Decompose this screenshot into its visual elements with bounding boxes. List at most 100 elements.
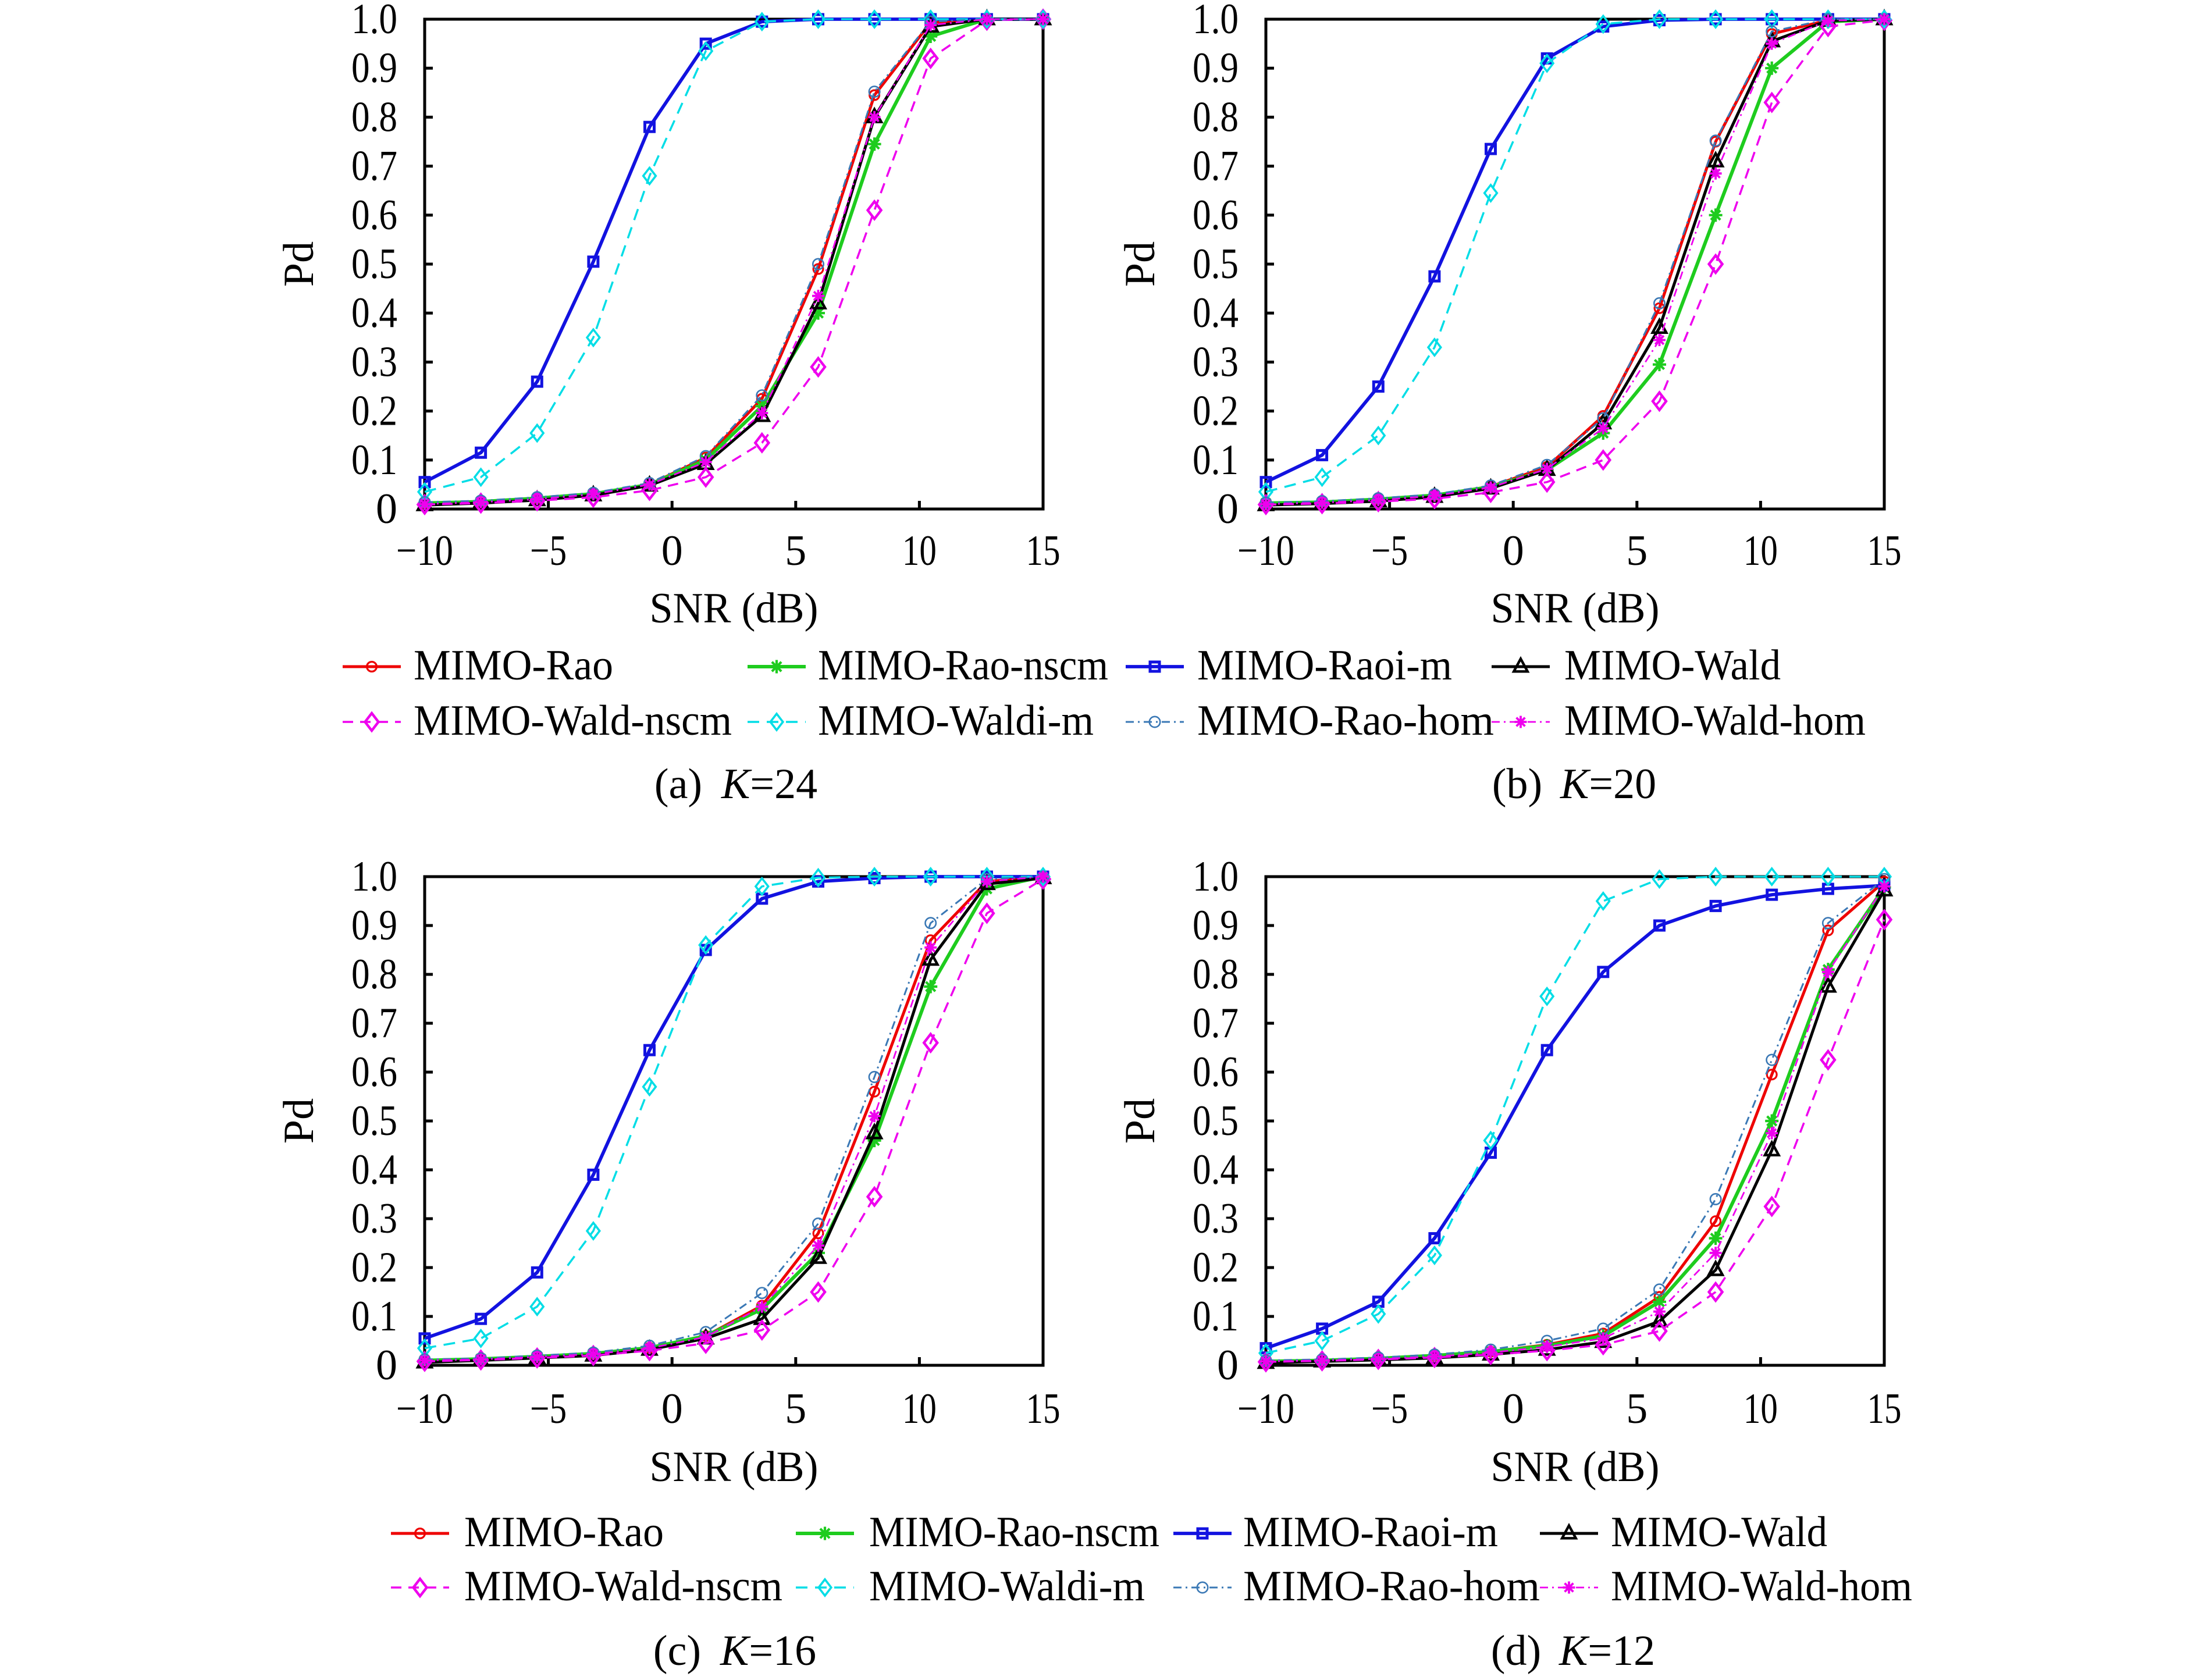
svg-text:0.7: 0.7 <box>1193 143 1239 190</box>
svg-text:0.2: 0.2 <box>351 1244 397 1291</box>
svg-text:0.8: 0.8 <box>1193 93 1239 141</box>
svg-text:5: 5 <box>1626 1385 1648 1433</box>
svg-text:5: 5 <box>785 527 806 575</box>
svg-text:0.6: 0.6 <box>1193 1048 1239 1096</box>
svg-text:15: 15 <box>1026 527 1061 575</box>
svg-text:(b): (b) <box>1492 760 1542 808</box>
svg-text:MIMO-Wald-hom: MIMO-Wald-hom <box>1564 697 1866 745</box>
svg-text:0.3: 0.3 <box>1193 1195 1239 1243</box>
svg-text:0.4: 0.4 <box>351 289 397 337</box>
svg-text:MIMO-Rao-hom: MIMO-Rao-hom <box>1243 1562 1540 1610</box>
svg-text:1.0: 1.0 <box>1193 0 1239 43</box>
svg-text:0.9: 0.9 <box>1193 902 1239 949</box>
svg-text:MIMO-Wald-nscm: MIMO-Wald-nscm <box>464 1562 782 1610</box>
svg-text:Pd: Pd <box>275 1098 323 1144</box>
svg-text:MIMO-Waldi-m: MIMO-Waldi-m <box>869 1562 1145 1610</box>
svg-text:−5: −5 <box>1371 527 1408 575</box>
svg-text:0.8: 0.8 <box>351 93 397 141</box>
svg-text:0.2: 0.2 <box>351 387 397 435</box>
svg-text:SNR (dB): SNR (dB) <box>650 585 819 632</box>
svg-text:1.0: 1.0 <box>1193 853 1239 900</box>
svg-text:0.2: 0.2 <box>1193 387 1239 435</box>
svg-text:K=16: K=16 <box>720 1627 816 1675</box>
svg-text:0.1: 0.1 <box>1193 436 1239 484</box>
svg-text:MIMO-Raoi-m: MIMO-Raoi-m <box>1197 642 1452 689</box>
svg-text:MIMO-Waldi-m: MIMO-Waldi-m <box>818 697 1094 745</box>
svg-text:−10: −10 <box>396 527 453 575</box>
svg-text:0.9: 0.9 <box>351 902 397 949</box>
svg-text:0.6: 0.6 <box>351 191 397 239</box>
svg-text:15: 15 <box>1867 1385 1902 1433</box>
svg-text:MIMO-Rao: MIMO-Rao <box>464 1508 664 1556</box>
svg-text:MIMO-Rao-nscm: MIMO-Rao-nscm <box>818 642 1108 689</box>
svg-text:0.4: 0.4 <box>1193 289 1239 337</box>
svg-text:MIMO-Raoi-m: MIMO-Raoi-m <box>1243 1508 1498 1556</box>
svg-text:0: 0 <box>376 1341 397 1389</box>
svg-text:(c): (c) <box>653 1627 701 1675</box>
svg-text:−10: −10 <box>396 1385 453 1433</box>
svg-text:Pd: Pd <box>275 241 323 287</box>
svg-text:MIMO-Rao: MIMO-Rao <box>414 642 613 689</box>
svg-text:0.1: 0.1 <box>351 436 397 484</box>
svg-text:0.6: 0.6 <box>1193 191 1239 239</box>
svg-text:−10: −10 <box>1237 527 1294 575</box>
svg-text:0.1: 0.1 <box>1193 1293 1239 1340</box>
svg-text:Pd: Pd <box>1116 1098 1164 1144</box>
svg-text:15: 15 <box>1867 527 1902 575</box>
svg-text:(a): (a) <box>654 760 702 808</box>
svg-text:0.3: 0.3 <box>351 1195 397 1243</box>
svg-text:0.4: 0.4 <box>351 1146 397 1194</box>
svg-text:−5: −5 <box>530 1385 567 1433</box>
svg-text:0.5: 0.5 <box>351 1097 397 1145</box>
svg-text:0.4: 0.4 <box>1193 1146 1239 1194</box>
svg-text:MIMO-Wald-nscm: MIMO-Wald-nscm <box>414 697 732 745</box>
svg-text:0: 0 <box>1217 1341 1239 1389</box>
svg-text:0.7: 0.7 <box>351 999 397 1047</box>
svg-text:0.8: 0.8 <box>1193 951 1239 998</box>
svg-text:10: 10 <box>902 1385 937 1433</box>
svg-text:0.9: 0.9 <box>1193 44 1239 92</box>
svg-text:0: 0 <box>661 527 683 575</box>
svg-text:−10: −10 <box>1237 1385 1294 1433</box>
svg-text:MIMO-Wald-hom: MIMO-Wald-hom <box>1611 1562 1912 1610</box>
svg-text:0.3: 0.3 <box>351 338 397 386</box>
svg-text:10: 10 <box>1743 1385 1778 1433</box>
svg-text:K=20: K=20 <box>1560 760 1656 808</box>
svg-text:SNR (dB): SNR (dB) <box>650 1443 819 1491</box>
svg-text:0: 0 <box>661 1385 683 1433</box>
svg-text:MIMO-Rao-nscm: MIMO-Rao-nscm <box>869 1508 1159 1556</box>
svg-text:−5: −5 <box>530 527 567 575</box>
svg-text:0: 0 <box>376 485 397 533</box>
svg-text:0.1: 0.1 <box>351 1293 397 1340</box>
svg-text:Pd: Pd <box>1116 241 1164 287</box>
svg-text:0.6: 0.6 <box>351 1048 397 1096</box>
svg-text:−5: −5 <box>1371 1385 1408 1433</box>
svg-text:1.0: 1.0 <box>351 853 397 900</box>
svg-text:0: 0 <box>1503 1385 1524 1433</box>
svg-text:K=12: K=12 <box>1558 1627 1655 1675</box>
svg-text:0: 0 <box>1503 527 1524 575</box>
svg-text:0: 0 <box>1217 485 1239 533</box>
svg-text:0.3: 0.3 <box>1193 338 1239 386</box>
svg-text:0.5: 0.5 <box>1193 240 1239 288</box>
svg-text:0.8: 0.8 <box>351 951 397 998</box>
svg-text:0.7: 0.7 <box>1193 999 1239 1047</box>
svg-text:5: 5 <box>785 1385 806 1433</box>
svg-text:0.9: 0.9 <box>351 44 397 92</box>
svg-text:0.5: 0.5 <box>1193 1097 1239 1145</box>
svg-text:10: 10 <box>1743 527 1778 575</box>
svg-text:15: 15 <box>1026 1385 1061 1433</box>
svg-text:0.7: 0.7 <box>351 143 397 190</box>
svg-text:1.0: 1.0 <box>351 0 397 43</box>
svg-text:MIMO-Wald: MIMO-Wald <box>1564 642 1781 689</box>
svg-text:0.5: 0.5 <box>351 240 397 288</box>
svg-text:(d): (d) <box>1491 1627 1541 1675</box>
svg-text:SNR (dB): SNR (dB) <box>1491 1443 1660 1491</box>
svg-text:5: 5 <box>1626 527 1648 575</box>
svg-text:MIMO-Rao-hom: MIMO-Rao-hom <box>1197 697 1494 745</box>
svg-text:MIMO-Wald: MIMO-Wald <box>1611 1508 1827 1556</box>
svg-text:SNR (dB): SNR (dB) <box>1491 585 1660 632</box>
svg-text:0.2: 0.2 <box>1193 1244 1239 1291</box>
svg-text:K=24: K=24 <box>721 760 817 808</box>
svg-text:10: 10 <box>902 527 937 575</box>
